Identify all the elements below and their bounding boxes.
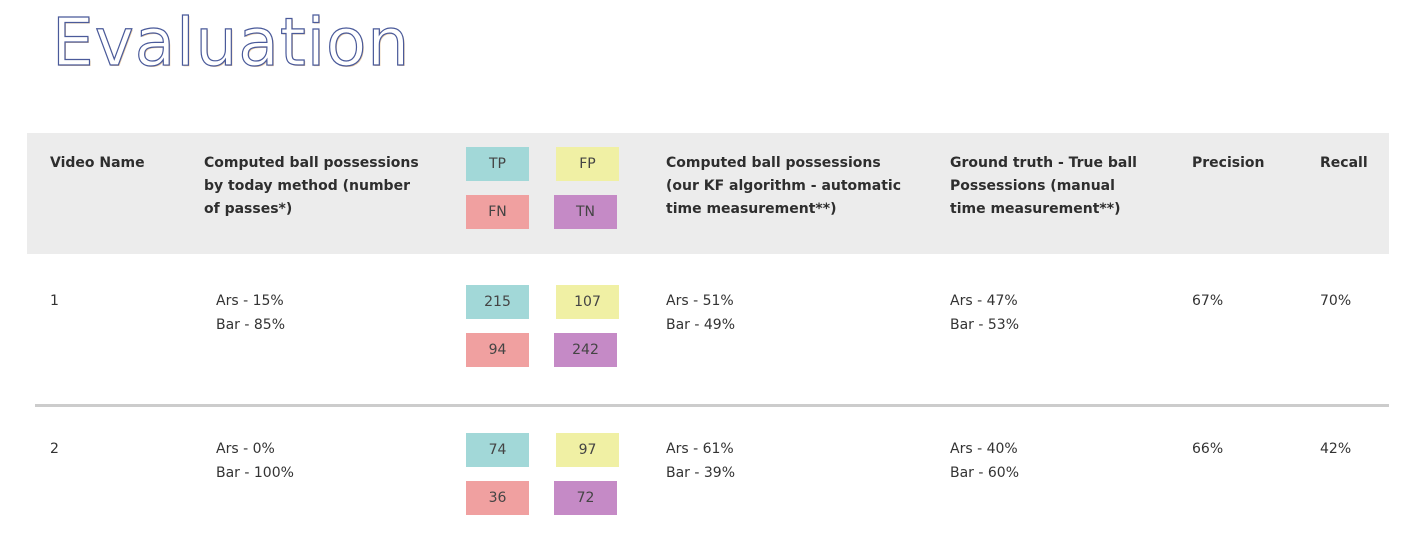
table-header xyxy=(27,133,1389,254)
header-ground-truth: Ground truth - True ball Possessions (ma… xyxy=(950,152,1180,221)
cell-line: Bar - 60% xyxy=(950,465,1020,481)
header-kf-algorithm: Computed ball possessions (our KF algori… xyxy=(666,152,936,221)
row-2-today-method: Ars - 0% Bar - 100% xyxy=(216,437,294,485)
row-2-fp: 97 xyxy=(556,433,619,467)
row-2-tn: 72 xyxy=(554,481,617,515)
cell-line: Bar - 49% xyxy=(666,317,736,333)
legend-tp: TP xyxy=(466,147,529,181)
header-kf-line: (our KF algorithm - automatic xyxy=(666,178,901,194)
row-1-kf-algorithm: Ars - 51% Bar - 49% xyxy=(666,289,735,337)
header-video-name: Video Name xyxy=(50,155,145,171)
row-2-tp: 74 xyxy=(466,433,529,467)
legend-fp: FP xyxy=(556,147,619,181)
row-1-fn: 94 xyxy=(466,333,529,367)
row-2-video: 2 xyxy=(50,441,59,457)
header-ground-truth-line: time measurement**) xyxy=(950,201,1121,217)
page-title: Evaluation xyxy=(51,3,411,81)
row-2-kf-algorithm: Ars - 61% Bar - 39% xyxy=(666,437,735,485)
header-precision: Precision xyxy=(1192,155,1265,171)
header-today-method-line: by today method (number xyxy=(204,178,410,194)
header-kf-line: Computed ball possessions xyxy=(666,155,881,171)
row-1-tp: 215 xyxy=(466,285,529,319)
row-2-ground-truth: Ars - 40% Bar - 60% xyxy=(950,437,1019,485)
cell-line: Bar - 85% xyxy=(216,317,286,333)
row-1-video: 1 xyxy=(50,293,59,309)
header-recall: Recall xyxy=(1320,155,1368,171)
header-ground-truth-line: Possessions (manual xyxy=(950,178,1115,194)
row-1-today-method: Ars - 15% Bar - 85% xyxy=(216,289,285,337)
cell-line: Bar - 39% xyxy=(666,465,736,481)
cell-line: Ars - 15% xyxy=(216,293,284,309)
row-2-recall: 42% xyxy=(1320,441,1352,457)
row-2-precision: 66% xyxy=(1192,441,1224,457)
legend-tn: TN xyxy=(554,195,617,229)
header-kf-line: time measurement**) xyxy=(666,201,837,217)
header-ground-truth-line: Ground truth - True ball xyxy=(950,155,1137,171)
cell-line: Ars - 51% xyxy=(666,293,734,309)
header-today-method: Computed ball possessions by today metho… xyxy=(204,152,454,221)
cell-line: Ars - 47% xyxy=(950,293,1018,309)
cell-line: Ars - 61% xyxy=(666,441,734,457)
cell-line: Ars - 0% xyxy=(216,441,275,457)
row-2-fn: 36 xyxy=(466,481,529,515)
row-divider xyxy=(35,404,1389,407)
cell-line: Ars - 40% xyxy=(950,441,1018,457)
row-1-ground-truth: Ars - 47% Bar - 53% xyxy=(950,289,1019,337)
cell-line: Bar - 53% xyxy=(950,317,1020,333)
header-today-method-line: of passes*) xyxy=(204,201,293,217)
header-today-method-line: Computed ball possessions xyxy=(204,155,419,171)
row-1-tn: 242 xyxy=(554,333,617,367)
row-1-precision: 67% xyxy=(1192,293,1224,309)
legend-fn: FN xyxy=(466,195,529,229)
row-1-fp: 107 xyxy=(556,285,619,319)
row-1-recall: 70% xyxy=(1320,293,1352,309)
cell-line: Bar - 100% xyxy=(216,465,294,481)
